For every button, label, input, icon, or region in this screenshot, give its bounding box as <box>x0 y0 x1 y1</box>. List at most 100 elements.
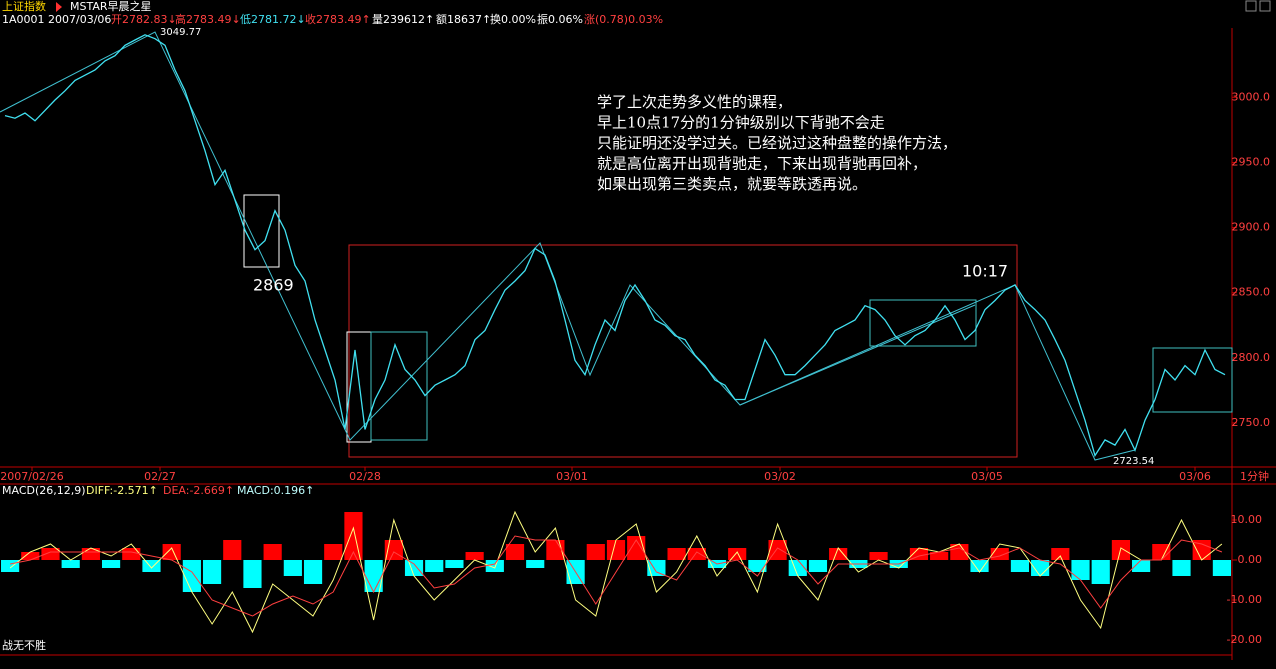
header-item: 高2783.49↓ <box>175 12 241 26</box>
macd-bar <box>505 544 525 560</box>
macd-bar <box>1192 540 1211 560</box>
index-name: 上证指数 <box>2 0 46 13</box>
macd-bar <box>1051 548 1070 560</box>
triangle-icon <box>56 2 62 12</box>
note-line: 早上10点17分的1分钟级别以下背驰不会走 <box>597 114 885 132</box>
header-item: 低2781.72↓ <box>240 13 306 26</box>
header-items: 1A0001 2007/03/06 开2782.83↓ 高2783.49↓ 低2… <box>2 12 663 26</box>
stroke-line <box>739 304 976 406</box>
macd-bar <box>404 560 424 576</box>
macd-line <box>10 535 1223 617</box>
indicator-name: MSTAR早晨之星 <box>70 0 152 13</box>
macd-bar <box>829 548 848 560</box>
macd-bar <box>122 548 141 560</box>
macd-bar <box>1 560 20 572</box>
macd-bar <box>667 548 686 560</box>
macd-bar <box>1172 560 1191 576</box>
header-item: 1A0001 2007/03/06 <box>2 13 111 26</box>
annotation: 2869 <box>253 276 294 295</box>
macd-bar <box>21 552 40 560</box>
macd-bar <box>41 548 60 560</box>
window-button[interactable] <box>1245 0 1257 12</box>
macd-bar <box>243 560 262 588</box>
annotation: 1分钟 <box>1240 469 1269 483</box>
macd-legend: MACD:0.196↑ <box>237 484 314 497</box>
macd-title: MACD(26,12,9) <box>2 484 86 497</box>
macd-bar <box>283 560 302 576</box>
y-tick-label: 0.00 <box>1238 553 1263 566</box>
x-tick-label: 03/06 <box>1179 470 1211 483</box>
macd-bar <box>425 560 444 572</box>
macd-bar <box>627 536 646 560</box>
macd-legend: DEA:-2.669↑ <box>163 484 234 497</box>
macd-bar <box>950 544 969 560</box>
y-tick-label: 2950.0 <box>1232 155 1271 168</box>
note-line: 就是高位离开出现背驰走，下来出现背驰再回补， <box>597 155 927 173</box>
window-button[interactable] <box>1259 0 1271 12</box>
annotation: 3049.77 <box>160 27 201 38</box>
macd-bar <box>202 560 222 584</box>
macd-bar <box>61 560 80 568</box>
macd-bar <box>1212 560 1231 576</box>
footer: 战无不胜 <box>2 638 46 652</box>
macd-bar <box>970 560 989 572</box>
macd-bar <box>606 540 626 560</box>
macd-bar <box>445 560 464 568</box>
header-item: 量239612↑ <box>372 13 434 26</box>
macd-bar <box>465 552 484 560</box>
y-tick-label: 10.00 <box>1231 513 1263 526</box>
x-tick-label: 02/28 <box>349 470 381 483</box>
price-line <box>4 34 1226 458</box>
highlight-box <box>243 194 280 268</box>
macd-bar <box>1132 560 1151 572</box>
y-tick-label: 2750.0 <box>1232 416 1271 429</box>
macd-bar <box>223 540 242 560</box>
header-item: 涨(0.78)0.03% <box>584 13 663 26</box>
header-item: 收2783.49↑ <box>305 12 371 26</box>
macd-bar <box>1111 540 1131 560</box>
header-item: 换0.00% <box>490 12 536 26</box>
macd-legend: DIFF:-2.571↑ <box>86 484 158 497</box>
pivot-box <box>1152 347 1233 413</box>
macd-bar <box>324 544 343 560</box>
y-tick-label: 2800.0 <box>1232 351 1271 364</box>
overlay <box>0 31 1233 461</box>
annotation: 10:17 <box>962 262 1008 281</box>
macd-bar <box>101 560 121 568</box>
macd-bar <box>526 560 545 568</box>
y-tick-label: 2900.0 <box>1232 221 1271 234</box>
macd-bar <box>586 544 605 560</box>
y-tick-label: 3000.0 <box>1232 90 1271 103</box>
y-tick-label: 2850.0 <box>1232 286 1271 299</box>
macd-bar <box>162 544 181 560</box>
header-item: 振0.06% <box>537 12 583 26</box>
macd-bar <box>182 560 201 592</box>
macd-bar <box>1071 560 1090 580</box>
pivot-box <box>869 299 977 347</box>
macd-bar <box>81 548 100 560</box>
y-tick-label: -10.00 <box>1227 593 1262 606</box>
y-tick-label: -20.00 <box>1227 633 1262 646</box>
annotation: 2723.54 <box>1113 456 1154 467</box>
macd-bar <box>303 560 323 584</box>
macd-bar <box>1091 560 1110 584</box>
x-tick-label: 02/27 <box>144 470 176 483</box>
range-box <box>348 244 1018 458</box>
macd-bar <box>1010 560 1030 572</box>
stroke-line <box>0 31 1136 461</box>
note-line: 只能证明还没学过关。已经说过这种盘整的操作方法， <box>597 134 957 152</box>
macd-bar <box>909 548 929 560</box>
pivot-box <box>370 331 428 441</box>
x-tick-label: 03/02 <box>764 470 796 483</box>
macd-bar <box>930 552 949 560</box>
header-item: 开2782.83↓ <box>111 13 177 26</box>
macd-bar <box>869 552 888 560</box>
note-line: 学了上次走势多义性的课程， <box>597 93 792 111</box>
x-tick-label: 2007/02/26 <box>0 470 63 483</box>
x-tick-label: 03/01 <box>556 470 588 483</box>
macd-bar <box>485 560 504 572</box>
macd-bar <box>728 548 747 560</box>
macd-bar <box>808 560 828 572</box>
note-line: 如果出现第三类卖点，就要等跌透再说。 <box>597 175 867 193</box>
